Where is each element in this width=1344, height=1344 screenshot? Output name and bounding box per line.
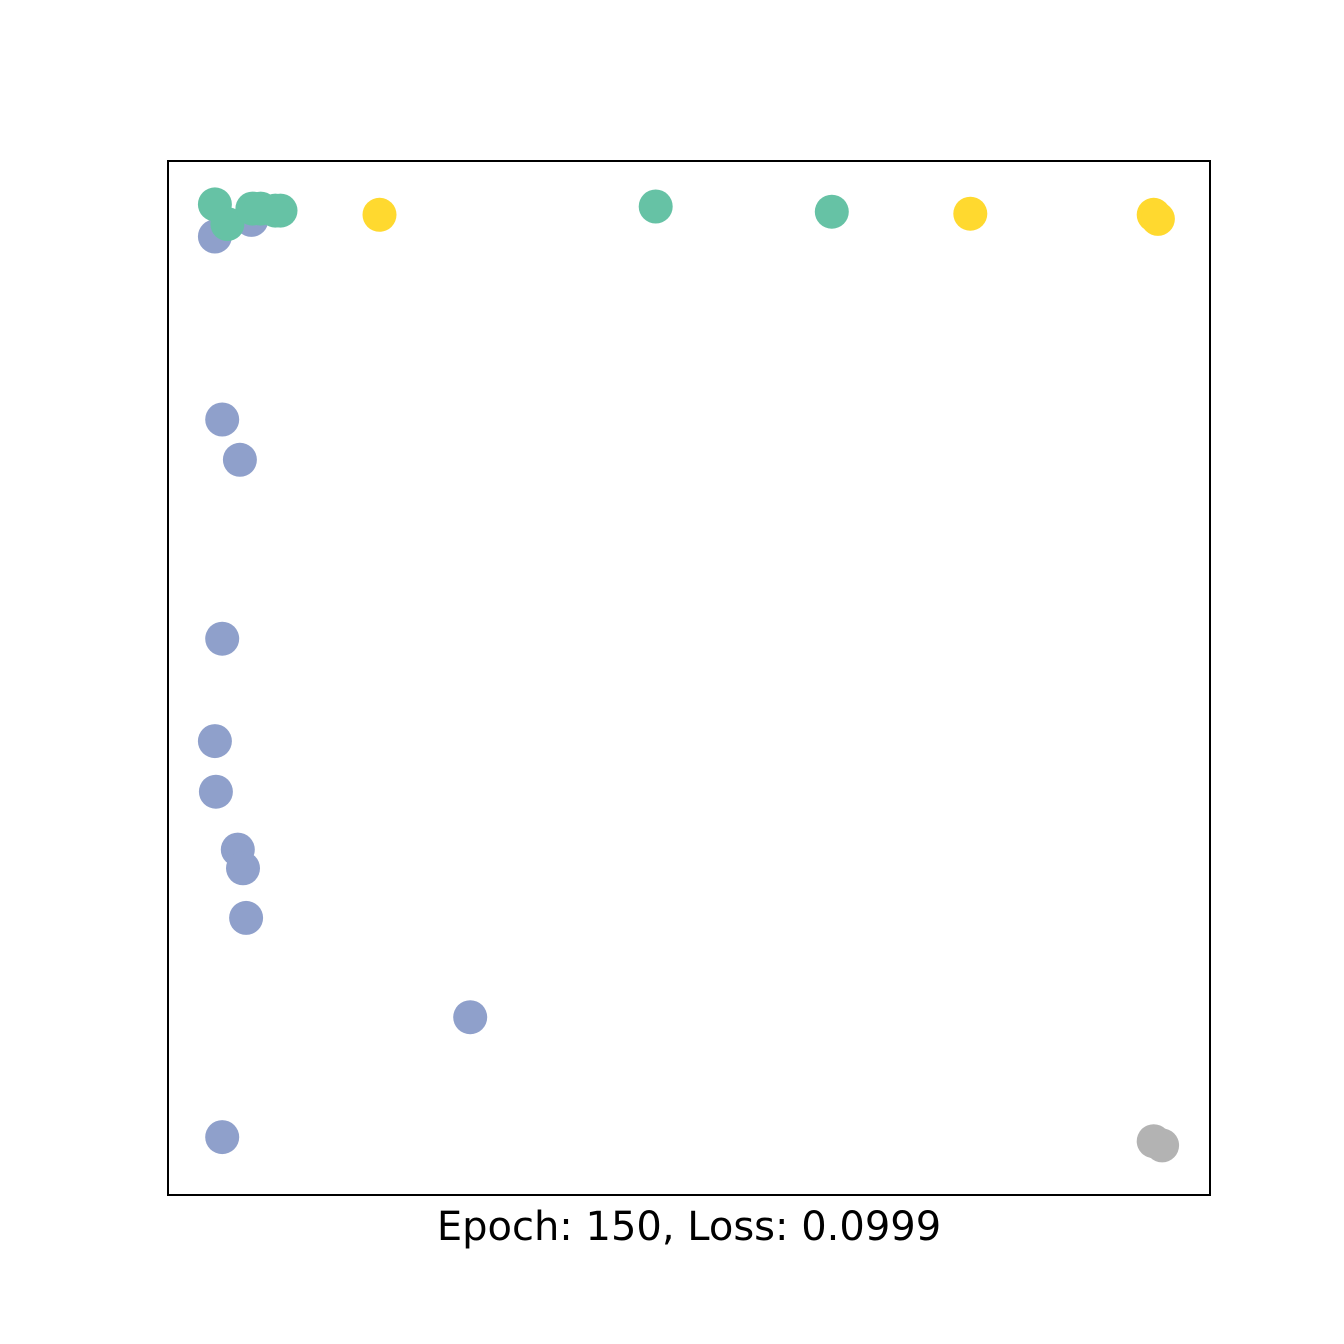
scatter-point-3-1 xyxy=(1145,1128,1180,1163)
scatter-point-1-5 xyxy=(263,193,298,228)
scatter-point-0-11 xyxy=(205,1120,240,1155)
scatter-point-0-2 xyxy=(205,402,240,437)
scatter-point-0-9 xyxy=(229,900,264,935)
scatter-point-1-6 xyxy=(638,189,673,224)
scatter-point-0-10 xyxy=(453,1000,488,1035)
scatter-point-1-7 xyxy=(814,194,849,229)
scatter-point-0-5 xyxy=(197,724,232,759)
scatter-point-0-4 xyxy=(205,621,240,656)
scatter-point-0-6 xyxy=(198,774,233,809)
scatter-point-0-8 xyxy=(226,851,260,886)
x-axis-label: Epoch: 150, Loss: 0.0999 xyxy=(437,1204,941,1250)
scatter-point-1-1 xyxy=(210,207,245,242)
scatter-point-2-1 xyxy=(953,196,988,231)
scatter-point-0-3 xyxy=(222,442,257,477)
scatter-point-2-0 xyxy=(362,197,397,232)
scatter-point-2-3 xyxy=(1140,201,1175,236)
points-layer xyxy=(197,187,1180,1163)
plot-frame xyxy=(167,160,1211,1196)
